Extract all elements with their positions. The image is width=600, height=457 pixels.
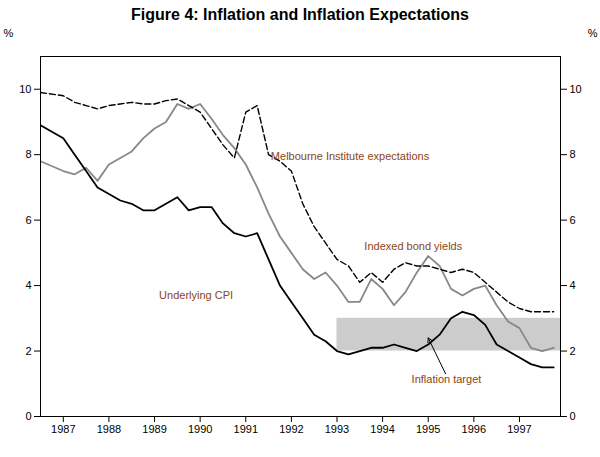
svg-text:1995: 1995 [416,423,440,435]
svg-text:2: 2 [25,345,31,357]
svg-text:1992: 1992 [279,423,303,435]
svg-text:1990: 1990 [188,423,212,435]
svg-text:4: 4 [25,279,31,291]
svg-text:1996: 1996 [462,423,486,435]
svg-text:1988: 1988 [97,423,121,435]
svg-text:1994: 1994 [370,423,394,435]
svg-text:1993: 1993 [325,423,349,435]
svg-text:Indexed bond yields: Indexed bond yields [364,240,462,252]
svg-text:0: 0 [25,410,31,422]
svg-text:8: 8 [25,148,31,160]
svg-text:%: % [588,27,598,39]
svg-text:10: 10 [19,83,31,95]
svg-text:1987: 1987 [51,423,75,435]
svg-text:1989: 1989 [142,423,166,435]
svg-text:1991: 1991 [234,423,258,435]
svg-text:10: 10 [570,83,582,95]
html-text:Figure 4: Inflation and Inflat: Figure 4: Inflation and Inflation Expect… [131,6,469,23]
svg-text:Melbourne Institute expectatio: Melbourne Institute expectations [271,150,430,162]
svg-text:Inflation target: Inflation target [412,373,482,385]
svg-text:Underlying CPI: Underlying CPI [159,289,233,301]
svg-text:0: 0 [570,410,576,422]
svg-text:1997: 1997 [507,423,531,435]
svg-text:6: 6 [570,214,576,226]
svg-text:6: 6 [25,214,31,226]
svg-text:%: % [4,27,14,39]
svg-text:2: 2 [570,345,576,357]
svg-text:8: 8 [570,148,576,160]
svg-text:4: 4 [570,279,576,291]
